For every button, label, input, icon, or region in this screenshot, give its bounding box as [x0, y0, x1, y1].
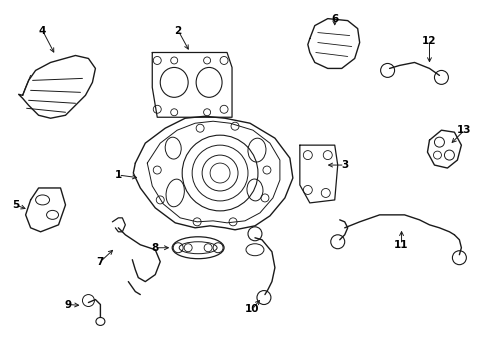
- Text: 12: 12: [421, 36, 436, 46]
- Text: 8: 8: [151, 243, 159, 253]
- Text: 1: 1: [115, 170, 122, 180]
- Text: 13: 13: [456, 125, 470, 135]
- Text: 10: 10: [244, 305, 259, 315]
- Text: 2: 2: [174, 26, 182, 36]
- Text: 7: 7: [97, 257, 104, 267]
- Text: 9: 9: [65, 300, 72, 310]
- Text: 6: 6: [330, 14, 338, 24]
- Text: 11: 11: [393, 240, 408, 250]
- Text: 4: 4: [39, 26, 46, 36]
- Text: 5: 5: [12, 200, 19, 210]
- Text: 3: 3: [341, 160, 347, 170]
